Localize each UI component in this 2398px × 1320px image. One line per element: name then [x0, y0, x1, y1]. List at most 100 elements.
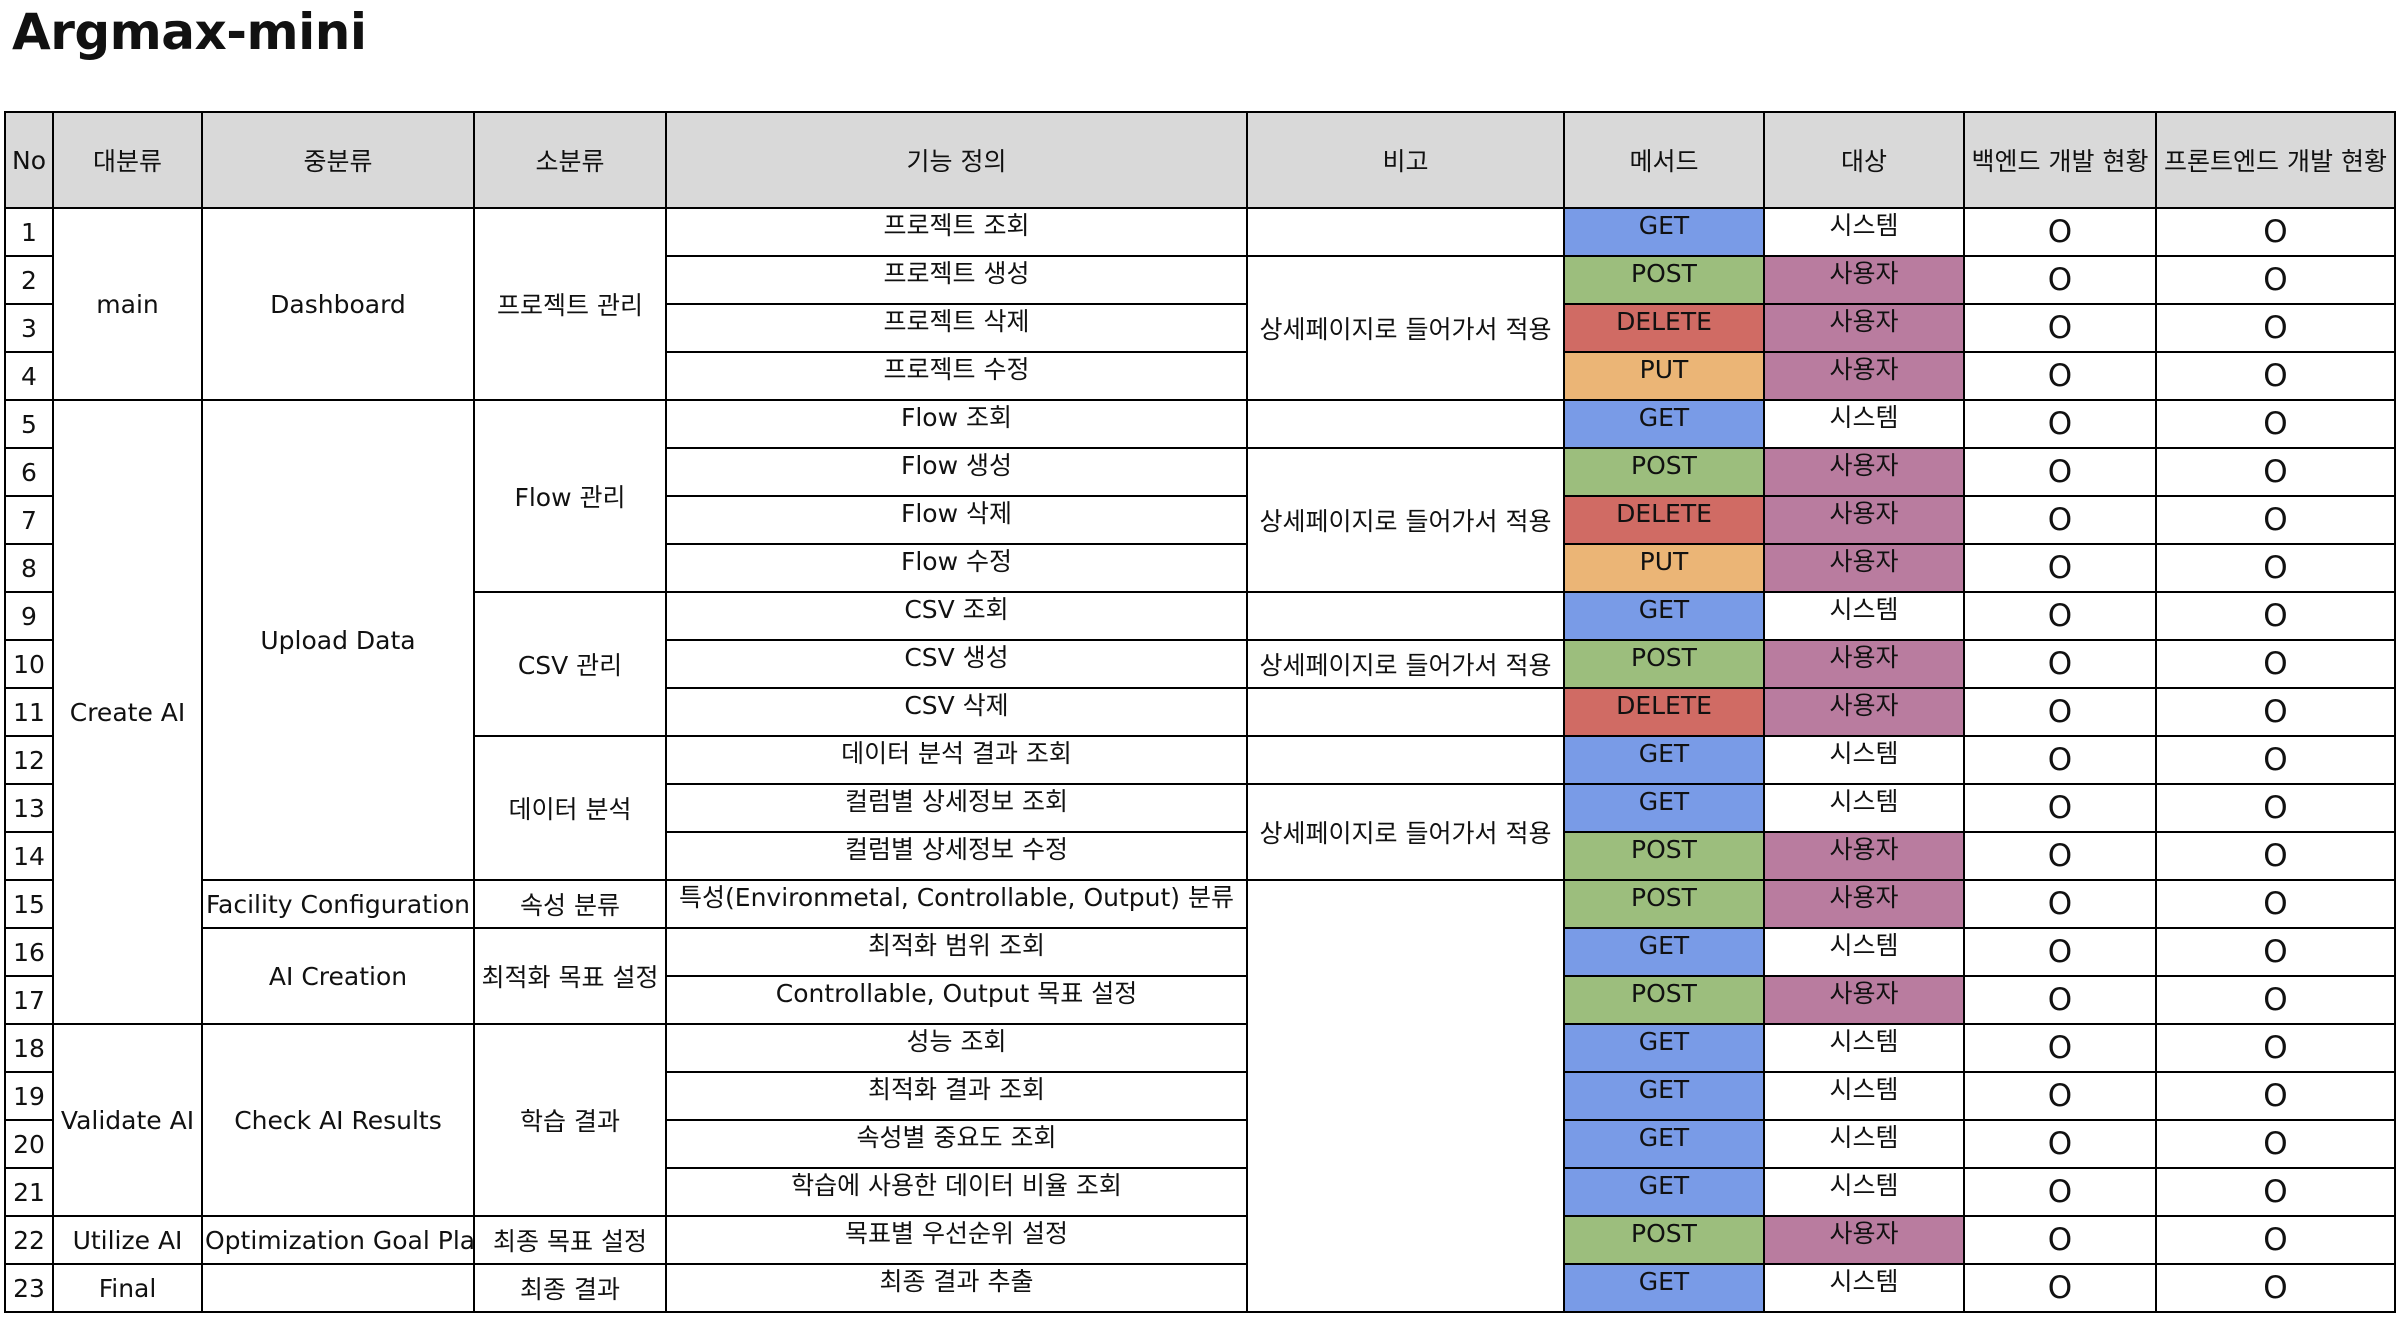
method-badge: POST [1563, 1215, 1765, 1265]
frontend-status: O [2155, 303, 2396, 353]
minor-category: 최종 목표 설정 [473, 1215, 667, 1265]
feature-definition: 프로젝트 조회 [665, 207, 1248, 257]
target-cell: 사용자 [1763, 879, 1965, 929]
feature-definition: CSV 조회 [665, 591, 1248, 641]
row-number: 10 [4, 639, 54, 689]
method-badge: GET [1563, 1167, 1765, 1217]
feature-definition: Flow 생성 [665, 447, 1248, 497]
backend-status: O [1963, 591, 2157, 641]
header-minor: 소분류 [473, 111, 667, 209]
target-cell: 사용자 [1763, 255, 1965, 305]
row-number: 14 [4, 831, 54, 881]
minor-category: CSV 관리 [473, 591, 667, 737]
row-number: 19 [4, 1071, 54, 1121]
table-row: 2 프로젝트 생성 상세페이지로 들어가서 적용 POST 사용자 O O [4, 255, 2396, 401]
target-cell: 사용자 [1763, 831, 1965, 881]
major-category: Final [52, 1263, 203, 1313]
frontend-status: O [2155, 783, 2396, 833]
table-row: 16 AI Creation 최적화 목표 설정 최적화 범위 조회 GET 시스템 O O [4, 927, 2396, 1025]
frontend-status: O [2155, 1263, 2396, 1313]
method-badge: GET [1563, 1071, 1765, 1121]
row-number: 15 [4, 879, 54, 929]
major-category: Create AI [52, 399, 203, 1025]
backend-status: O [1963, 495, 2157, 545]
feature-definition: 프로젝트 삭제 [665, 303, 1248, 353]
table-row: 20 속성별 중요도 조회 GET 시스템 O O [4, 1119, 2396, 1169]
method-badge: DELETE [1563, 303, 1765, 353]
target-cell: 시스템 [1763, 1071, 1965, 1121]
note-cell: 상세페이지로 들어가서 적용 [1246, 447, 1565, 593]
backend-status: O [1963, 975, 2157, 1025]
table-row: 10 CSV 생성 상세페이지로 들어가서 적용 POST 사용자 O O [4, 639, 2396, 689]
method-badge: GET [1563, 207, 1765, 257]
note-cell: 상세페이지로 들어가서 적용 [1246, 255, 1565, 401]
backend-status: O [1963, 1167, 2157, 1217]
table-row: 5 Create AI Upload Data Flow 관리 Flow 조회 GET 시스… [4, 399, 2396, 1025]
frontend-status: O [2155, 591, 2396, 641]
middle-category: Facility Configuration [201, 879, 475, 929]
table-row: 1 main Dashboard 프로젝트 관리 프로젝트 조회 GET 시스템 O O [4, 207, 2396, 401]
target-cell: 시스템 [1763, 1263, 1965, 1313]
row-number: 3 [4, 303, 54, 353]
target-cell: 사용자 [1763, 303, 1965, 353]
method-badge: POST [1563, 831, 1765, 881]
method-badge: GET [1563, 591, 1765, 641]
target-cell: 사용자 [1763, 351, 1965, 401]
feature-definition: 최적화 결과 조회 [665, 1071, 1248, 1121]
frontend-status: O [2155, 735, 2396, 785]
middle-category: Upload Data [201, 399, 475, 881]
feature-definition: 최종 결과 추출 [665, 1263, 1248, 1313]
row-number: 6 [4, 447, 54, 497]
table-row: 7 Flow 삭제 DELETE 사용자 O O [4, 495, 2396, 545]
header-no: No [4, 111, 54, 209]
row-number: 17 [4, 975, 54, 1025]
method-badge: GET [1563, 735, 1765, 785]
frontend-status: O [2155, 399, 2396, 449]
method-badge: DELETE [1563, 687, 1765, 737]
target-cell: 시스템 [1763, 207, 1965, 257]
middle-category: Check AI Results [201, 1023, 475, 1217]
backend-status: O [1963, 399, 2157, 449]
backend-status: O [1963, 1263, 2157, 1313]
header-major: 대분류 [52, 111, 203, 209]
row-number: 11 [4, 687, 54, 737]
table-row: 14 컬럼별 상세정보 수정 POST 사용자 O O [4, 831, 2396, 881]
note-cell [1246, 399, 1565, 449]
middle-category: Optimization Goal Plan [201, 1215, 475, 1265]
table-row: 19 최적화 결과 조회 GET 시스템 O O [4, 1071, 2396, 1121]
frontend-status: O [2155, 975, 2396, 1025]
method-badge: POST [1563, 447, 1765, 497]
header-row: No 대분류 중분류 소분류 기능 정의 비고 메서드 대상 백엔드 개발 현황… [4, 111, 2396, 209]
note-cell: 상세페이지로 들어가서 적용 [1246, 639, 1565, 689]
note-cell [1246, 879, 1565, 1313]
major-category: main [52, 207, 203, 401]
target-cell: 사용자 [1763, 639, 1965, 689]
method-badge: GET [1563, 783, 1765, 833]
target-cell: 시스템 [1763, 783, 1965, 833]
backend-status: O [1963, 303, 2157, 353]
feature-definition: 최적화 범위 조회 [665, 927, 1248, 977]
target-cell: 시스템 [1763, 1167, 1965, 1217]
note-cell [1246, 207, 1565, 257]
table-row: 17 Controllable, Output 목표 설정 POST 사용자 O O [4, 975, 2396, 1025]
method-badge: GET [1563, 1119, 1765, 1169]
table-row: 6 Flow 생성 상세페이지로 들어가서 적용 POST 사용자 O O [4, 447, 2396, 593]
target-cell: 사용자 [1763, 447, 1965, 497]
frontend-status: O [2155, 879, 2396, 929]
backend-status: O [1963, 735, 2157, 785]
table-row: 15 Facility Configuration 속성 분류 특성(Environm… [4, 879, 2396, 1313]
method-badge: GET [1563, 399, 1765, 449]
backend-status: O [1963, 1023, 2157, 1073]
feature-definition: Flow 삭제 [665, 495, 1248, 545]
header-note: 비고 [1246, 111, 1565, 209]
row-number: 5 [4, 399, 54, 449]
feature-definition: 프로젝트 수정 [665, 351, 1248, 401]
row-number: 13 [4, 783, 54, 833]
row-number: 12 [4, 735, 54, 785]
method-badge: GET [1563, 1263, 1765, 1313]
feature-definition: Flow 수정 [665, 543, 1248, 593]
table-row: 23 Final 최종 결과 최종 결과 추출 GET 시스템 O O [4, 1263, 2396, 1313]
row-number: 2 [4, 255, 54, 305]
row-number: 8 [4, 543, 54, 593]
note-cell [1246, 735, 1565, 785]
